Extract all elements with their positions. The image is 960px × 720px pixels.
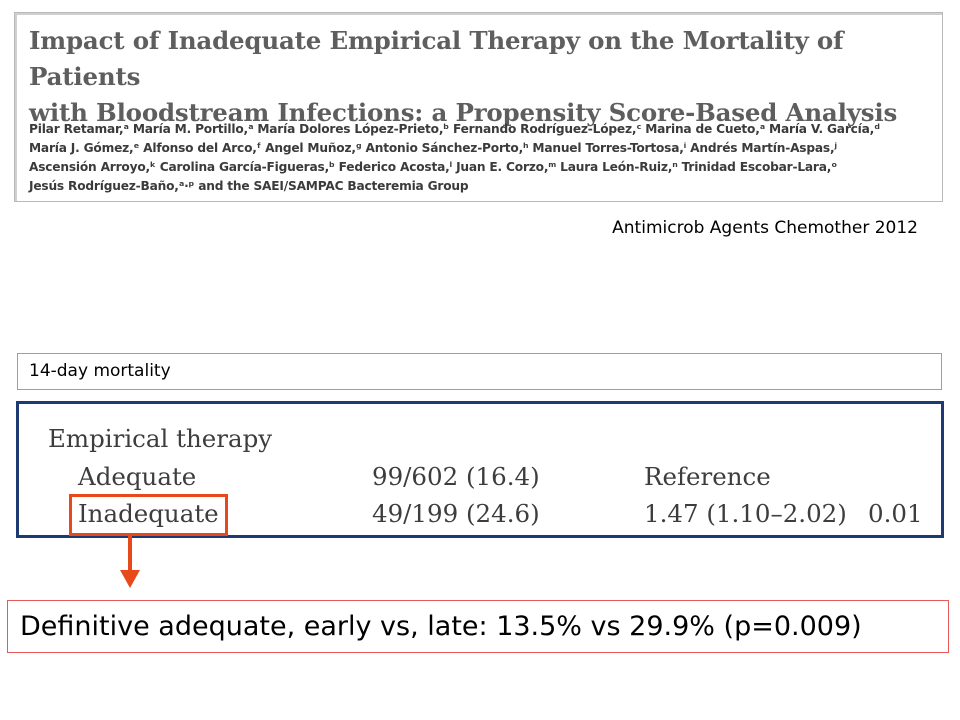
authors-line-1: Pilar Retamar,ᵃ María M. Portillo,ᵃ Marí… <box>29 122 880 136</box>
row-inadequate-count: 49/199 (24.6) <box>372 499 540 528</box>
authors-line-3: Ascensión Arroyo,ᵏ Carolina García-Figue… <box>29 160 837 174</box>
authors-line-2: María J. Gómez,ᵉ Alfonso del Arco,ᶠ Ange… <box>29 141 837 155</box>
row-adequate-estimate: Reference <box>644 462 771 491</box>
down-arrow-icon <box>120 570 140 588</box>
paper-header-image: Impact of Inadequate Empirical Therapy o… <box>14 12 943 202</box>
authors-line-4: Jesús Rodríguez-Baño,ᵃ·ᵖ and the SAEI/SA… <box>29 179 469 193</box>
result-box: Definitive adequate, early vs, late: 13.… <box>7 600 949 653</box>
row-adequate-count: 99/602 (16.4) <box>372 462 540 491</box>
section-label: 14-day mortality <box>29 361 171 381</box>
row-inadequate-label: Inadequate <box>78 499 219 528</box>
row-inadequate-estimate: 1.47 (1.10–2.02) <box>644 499 847 528</box>
paper-authors: Pilar Retamar,ᵃ María M. Portillo,ᵃ Marí… <box>29 120 934 196</box>
table-heading: Empirical therapy <box>48 424 273 453</box>
journal-citation: Antimicrob Agents Chemother 2012 <box>612 218 918 238</box>
section-label-box: 14-day mortality <box>17 353 942 390</box>
paper-title: Impact of Inadequate Empirical Therapy o… <box>29 23 934 131</box>
result-text: Definitive adequate, early vs, late: 13.… <box>20 611 862 642</box>
paper-title-line-2: with Bloodstream Infections: a Propensit… <box>29 98 898 127</box>
results-table <box>16 401 944 538</box>
row-adequate-label: Adequate <box>78 462 197 491</box>
inadequate-highlight-box <box>69 494 228 536</box>
down-arrow-shaft <box>128 536 132 574</box>
row-inadequate-p-value: 0.01 <box>868 499 923 528</box>
paper-title-line-1: Impact of Inadequate Empirical Therapy o… <box>29 26 844 91</box>
